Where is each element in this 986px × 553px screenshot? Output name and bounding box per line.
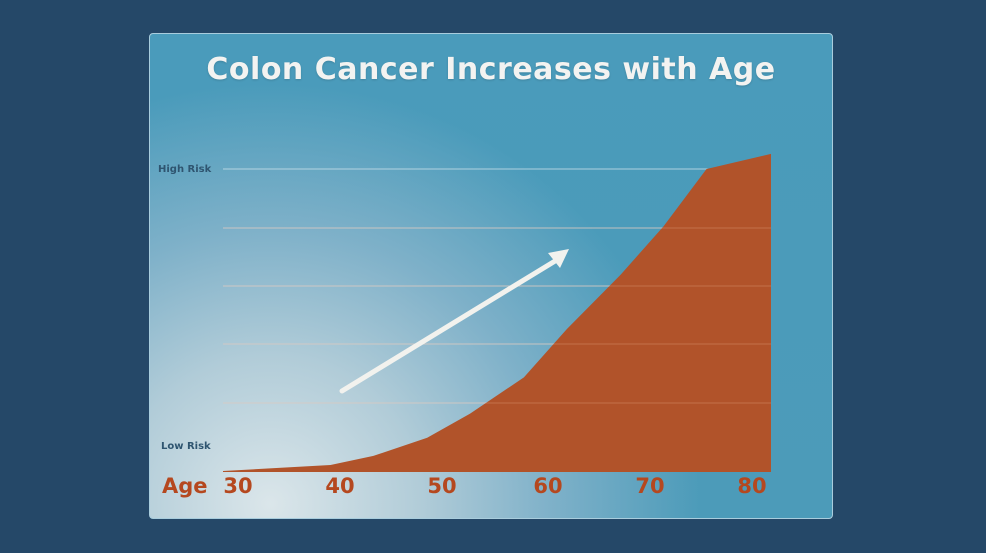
x-tick-label: 30 — [223, 474, 252, 498]
trend-arrow-head — [548, 249, 569, 268]
x-tick-label: 40 — [325, 474, 354, 498]
chart-panel: Colon Cancer Increases with Age High Ris… — [149, 33, 833, 519]
risk-area — [223, 153, 771, 472]
trend-arrow — [339, 249, 569, 394]
x-tick-label: 80 — [737, 474, 766, 498]
x-tick-labels: 30 40 50 60 70 80 — [223, 474, 766, 498]
gridlines-overlay — [223, 227, 771, 404]
high-risk-label: High Risk — [158, 164, 212, 175]
chart-svg: High Risk Low Risk Age 30 40 50 60 70 80 — [158, 153, 771, 498]
x-tick-label: 50 — [427, 474, 456, 498]
x-axis-title: Age — [162, 474, 208, 498]
low-risk-label: Low Risk — [161, 441, 211, 452]
chart-title: Colon Cancer Increases with Age — [206, 52, 776, 87]
x-tick-label: 70 — [635, 474, 664, 498]
trend-arrow-line — [339, 255, 563, 394]
x-tick-label: 60 — [533, 474, 562, 498]
